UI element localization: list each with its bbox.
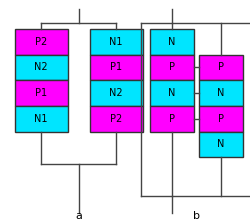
- Text: P2: P2: [35, 37, 47, 47]
- Bar: [199, 80, 242, 106]
- Bar: [150, 80, 194, 106]
- Bar: [90, 80, 142, 106]
- Text: N: N: [168, 88, 175, 98]
- Text: N1: N1: [110, 37, 123, 47]
- Text: N: N: [168, 37, 175, 47]
- Text: a: a: [75, 211, 82, 221]
- Bar: [199, 132, 242, 157]
- Bar: [150, 55, 194, 80]
- Bar: [15, 55, 68, 80]
- Text: N: N: [217, 88, 224, 98]
- Text: P: P: [218, 62, 224, 72]
- Bar: [15, 80, 68, 106]
- Text: P: P: [169, 114, 175, 124]
- Text: N2: N2: [110, 88, 123, 98]
- Text: P: P: [169, 62, 175, 72]
- Text: P1: P1: [35, 88, 47, 98]
- Bar: [150, 29, 194, 55]
- Bar: [90, 106, 142, 132]
- Bar: [199, 55, 242, 80]
- Bar: [150, 106, 194, 132]
- Text: b: b: [193, 211, 200, 221]
- Bar: [15, 29, 68, 55]
- Bar: [15, 106, 68, 132]
- Bar: [199, 106, 242, 132]
- Text: N1: N1: [34, 114, 48, 124]
- Text: P: P: [218, 114, 224, 124]
- Text: P2: P2: [110, 114, 122, 124]
- Bar: [90, 55, 142, 80]
- Text: N2: N2: [34, 62, 48, 72]
- Text: N: N: [217, 139, 224, 149]
- Text: P1: P1: [110, 62, 122, 72]
- Bar: [90, 29, 142, 55]
